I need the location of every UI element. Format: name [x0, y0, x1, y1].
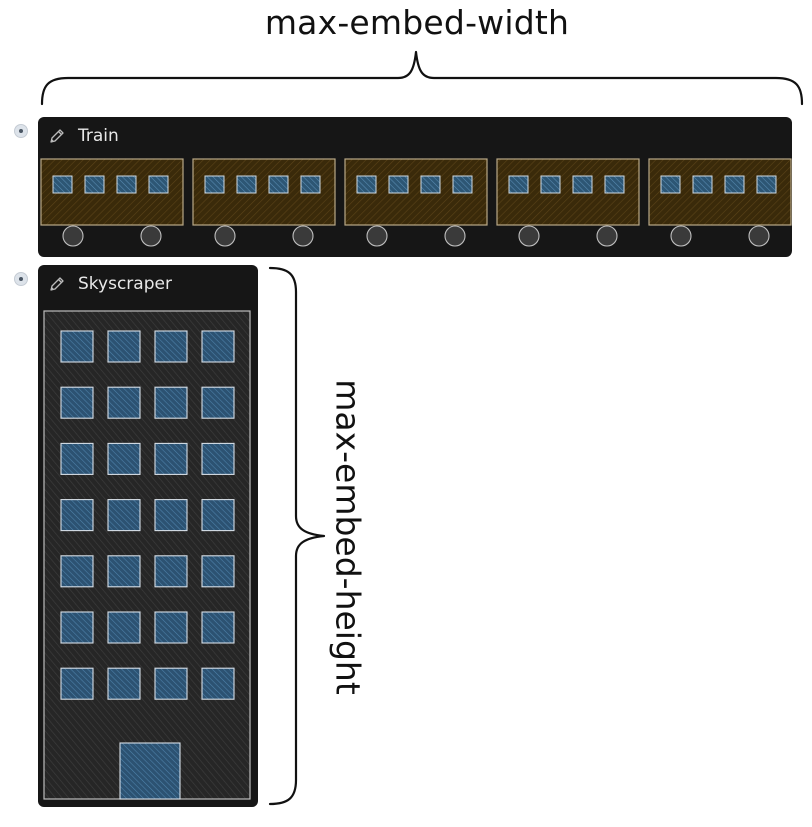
building-window [60, 386, 94, 419]
train-window [540, 175, 561, 194]
building-window [60, 555, 94, 588]
building-window [107, 499, 141, 532]
building-window [201, 386, 235, 419]
train-window [52, 175, 73, 194]
train-window [236, 175, 257, 194]
skyscraper-embed[interactable]: Skyscraper [38, 265, 258, 807]
pencil-icon[interactable] [48, 275, 66, 293]
train-wheel [444, 225, 466, 247]
train-window [356, 175, 377, 194]
train-wheel [670, 225, 692, 247]
train-window [204, 175, 225, 194]
building-window [201, 330, 235, 363]
train-window [116, 175, 137, 194]
building-window [154, 386, 188, 419]
train-embed-header: Train [38, 117, 792, 155]
train-window [388, 175, 409, 194]
building-window [154, 667, 188, 700]
train-wheel [596, 225, 618, 247]
skyscraper-embed-bullet[interactable] [14, 272, 28, 286]
building-window [201, 611, 235, 644]
building-window [107, 667, 141, 700]
train-wheel [366, 225, 388, 247]
building-window [154, 555, 188, 588]
building-window [201, 499, 235, 532]
train-car [648, 158, 792, 247]
building-window [107, 386, 141, 419]
max-embed-height-label: max-embed-height [328, 379, 368, 695]
train-car [344, 158, 488, 247]
building-window [201, 667, 235, 700]
train-window [660, 175, 681, 194]
train-window [756, 175, 777, 194]
train-car [496, 158, 640, 247]
building-window [60, 442, 94, 475]
train-wheel [140, 225, 162, 247]
building-body [43, 310, 251, 800]
width-brace [40, 50, 804, 106]
train-window [84, 175, 105, 194]
train-wheel [62, 225, 84, 247]
building-window [154, 442, 188, 475]
skyscraper-drawing [43, 310, 251, 800]
building-door [119, 742, 181, 800]
skyscraper-embed-header: Skyscraper [38, 265, 258, 303]
building-window [60, 611, 94, 644]
train-drawing [40, 158, 792, 247]
pencil-icon[interactable] [48, 127, 66, 145]
train-wheel [292, 225, 314, 247]
train-window [692, 175, 713, 194]
building-window [154, 330, 188, 363]
train-window [508, 175, 529, 194]
skyscraper-embed-title: Skyscraper [78, 274, 172, 294]
train-window [724, 175, 745, 194]
building-window [60, 330, 94, 363]
building-window [107, 442, 141, 475]
train-car [40, 158, 184, 247]
train-embed-bullet[interactable] [14, 124, 28, 138]
train-wheel [748, 225, 770, 247]
max-embed-width-label: max-embed-width [264, 3, 570, 42]
train-embed[interactable]: Train [38, 117, 792, 257]
building-window [201, 442, 235, 475]
train-wheel [214, 225, 236, 247]
train-wheel [518, 225, 540, 247]
building-window [154, 611, 188, 644]
train-window [420, 175, 441, 194]
building-window [60, 667, 94, 700]
building-window [154, 499, 188, 532]
train-embed-title: Train [78, 126, 119, 146]
train-window [604, 175, 625, 194]
train-window [268, 175, 289, 194]
train-window [452, 175, 473, 194]
train-window [572, 175, 593, 194]
building-window [60, 499, 94, 532]
building-window [107, 611, 141, 644]
building-window [107, 555, 141, 588]
height-brace [268, 266, 326, 806]
train-car [192, 158, 336, 247]
train-window [300, 175, 321, 194]
building-window [201, 555, 235, 588]
building-window [107, 330, 141, 363]
train-window [148, 175, 169, 194]
